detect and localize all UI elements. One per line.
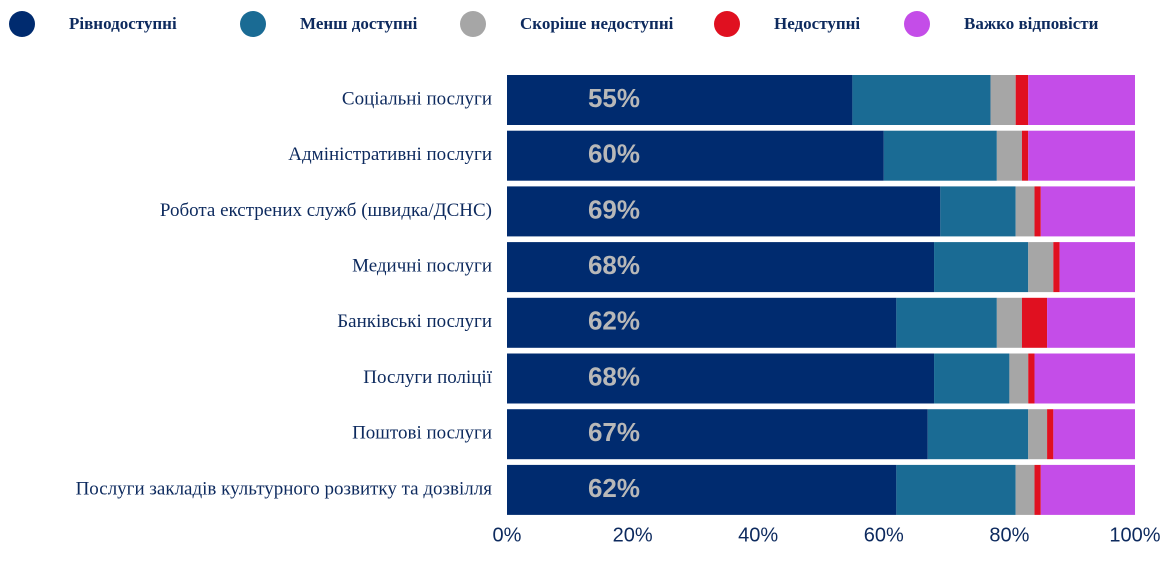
bar-segment — [1028, 409, 1048, 460]
value-label: 62% — [588, 306, 640, 336]
category-label: Послуги закладів культурного розвитку та… — [76, 478, 493, 499]
bar-segment — [1021, 297, 1048, 348]
bar-segment — [996, 130, 1022, 181]
value-label: 69% — [588, 194, 640, 224]
category-label: Соціальні послуги — [342, 88, 492, 109]
value-label: 67% — [588, 417, 640, 447]
bar-segment — [1047, 409, 1054, 460]
x-tick-label: 60% — [864, 524, 904, 546]
bar-segment — [507, 242, 935, 293]
bar-segment — [507, 464, 897, 515]
value-label: 68% — [588, 250, 640, 280]
bar-segment — [996, 297, 1022, 348]
bar-segment — [507, 409, 928, 460]
bar-segment — [852, 75, 991, 125]
bar-segment — [1034, 464, 1041, 515]
x-tick-label: 0% — [493, 524, 522, 546]
category-label: Поштові послуги — [352, 423, 492, 444]
legend-swatch — [714, 11, 740, 37]
legend-label: Рівнодоступні — [69, 14, 177, 33]
value-label: 60% — [588, 139, 640, 169]
bar-segment — [1028, 242, 1054, 293]
legend-label: Важко відповісти — [964, 14, 1099, 33]
bar-segment — [1028, 75, 1135, 125]
bar-segment — [1034, 353, 1135, 404]
x-tick-label: 80% — [989, 524, 1029, 546]
bar-segment — [1040, 186, 1135, 237]
x-tick-label: 100% — [1109, 524, 1160, 546]
bar-segment — [1015, 75, 1029, 125]
bar-segment — [934, 242, 1029, 293]
bar-segment — [1028, 353, 1035, 404]
x-tick-label: 40% — [738, 524, 778, 546]
category-label: Робота екстрених служб (швидка/ДСНС) — [160, 200, 492, 221]
bar-segment — [940, 186, 1016, 237]
bar-segment — [1059, 242, 1135, 293]
category-label: Медичні послуги — [352, 255, 492, 276]
bar-segment — [1053, 409, 1135, 460]
legend-label: Недоступні — [774, 14, 860, 33]
bar-segment — [934, 353, 1010, 404]
bar-segment — [927, 409, 1029, 460]
bar-segment — [1034, 186, 1041, 237]
legend-swatch — [9, 11, 35, 37]
bar-segment — [507, 186, 941, 237]
x-tick-label: 20% — [613, 524, 653, 546]
bar-segment — [883, 130, 997, 181]
bar-segment — [1015, 186, 1035, 237]
bar-segment — [507, 75, 853, 125]
legend-swatch — [460, 11, 486, 37]
bar-segment — [1009, 353, 1029, 404]
bar-segment — [1015, 464, 1035, 515]
bar-segment — [1047, 297, 1135, 348]
bar-segment — [507, 353, 935, 404]
value-label: 62% — [588, 473, 640, 503]
value-label: 55% — [588, 83, 640, 113]
legend-swatch — [904, 11, 930, 37]
bar-segment — [896, 297, 997, 348]
bar-segment — [1040, 464, 1135, 515]
category-label: Адміністративні послуги — [288, 144, 492, 165]
category-label: Банківські послуги — [337, 311, 492, 332]
value-label: 68% — [588, 361, 640, 391]
legend-swatch — [240, 11, 266, 37]
bar-segment — [1028, 130, 1135, 181]
bar-segment — [990, 75, 1016, 125]
legend-label: Менш доступні — [300, 14, 418, 33]
legend-label: Скоріше недоступні — [520, 14, 674, 33]
bar-segment — [896, 464, 1016, 515]
bar-segment — [1053, 242, 1060, 293]
category-label: Послуги поліції — [363, 367, 492, 388]
bar-segment — [507, 297, 897, 348]
bar-segment — [507, 130, 884, 181]
bar-segment — [1021, 130, 1029, 181]
